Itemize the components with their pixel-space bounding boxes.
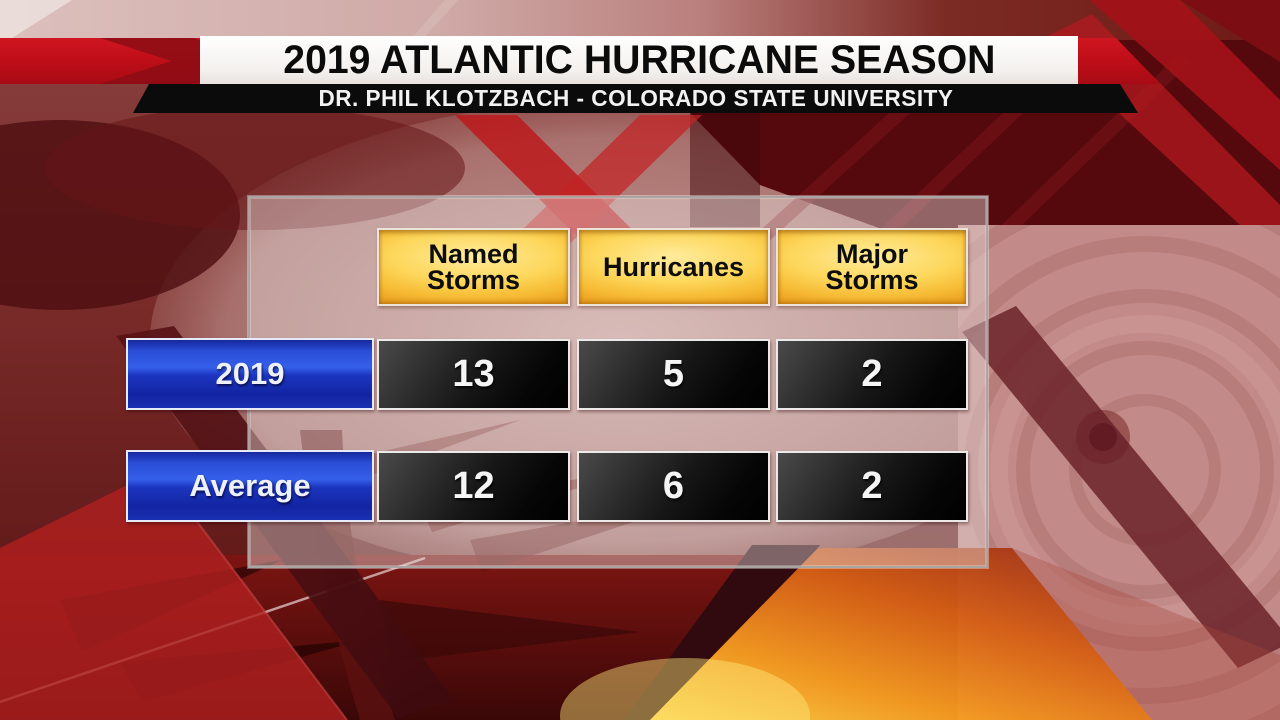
cell-average-hurricanes: 6: [577, 451, 770, 522]
column-header-hurricanes: Hurricanes: [577, 228, 770, 306]
column-header-named-storms: Named Storms: [377, 228, 570, 306]
row-label-2019: 2019: [126, 338, 374, 410]
column-header-major-storms: Major Storms: [776, 228, 968, 306]
cell-average-major-storms: 2: [776, 451, 968, 522]
cell-2019-major-storms: 2: [776, 339, 968, 410]
cell-2019-hurricanes: 5: [577, 339, 770, 410]
source-bar: DR. PHIL KLOTZBACH - COLORADO STATE UNIV…: [133, 84, 1138, 113]
headline-text: 2019 ATLANTIC HURRICANE SEASON: [282, 37, 996, 82]
headline-box: 2019 ATLANTIC HURRICANE SEASON: [200, 36, 1078, 84]
cell-average-named-storms: 12: [377, 451, 570, 522]
source-text: DR. PHIL KLOTZBACH - COLORADO STATE UNIV…: [318, 85, 953, 111]
row-label-average: Average: [126, 450, 374, 522]
cell-2019-named-storms: 13: [377, 339, 570, 410]
